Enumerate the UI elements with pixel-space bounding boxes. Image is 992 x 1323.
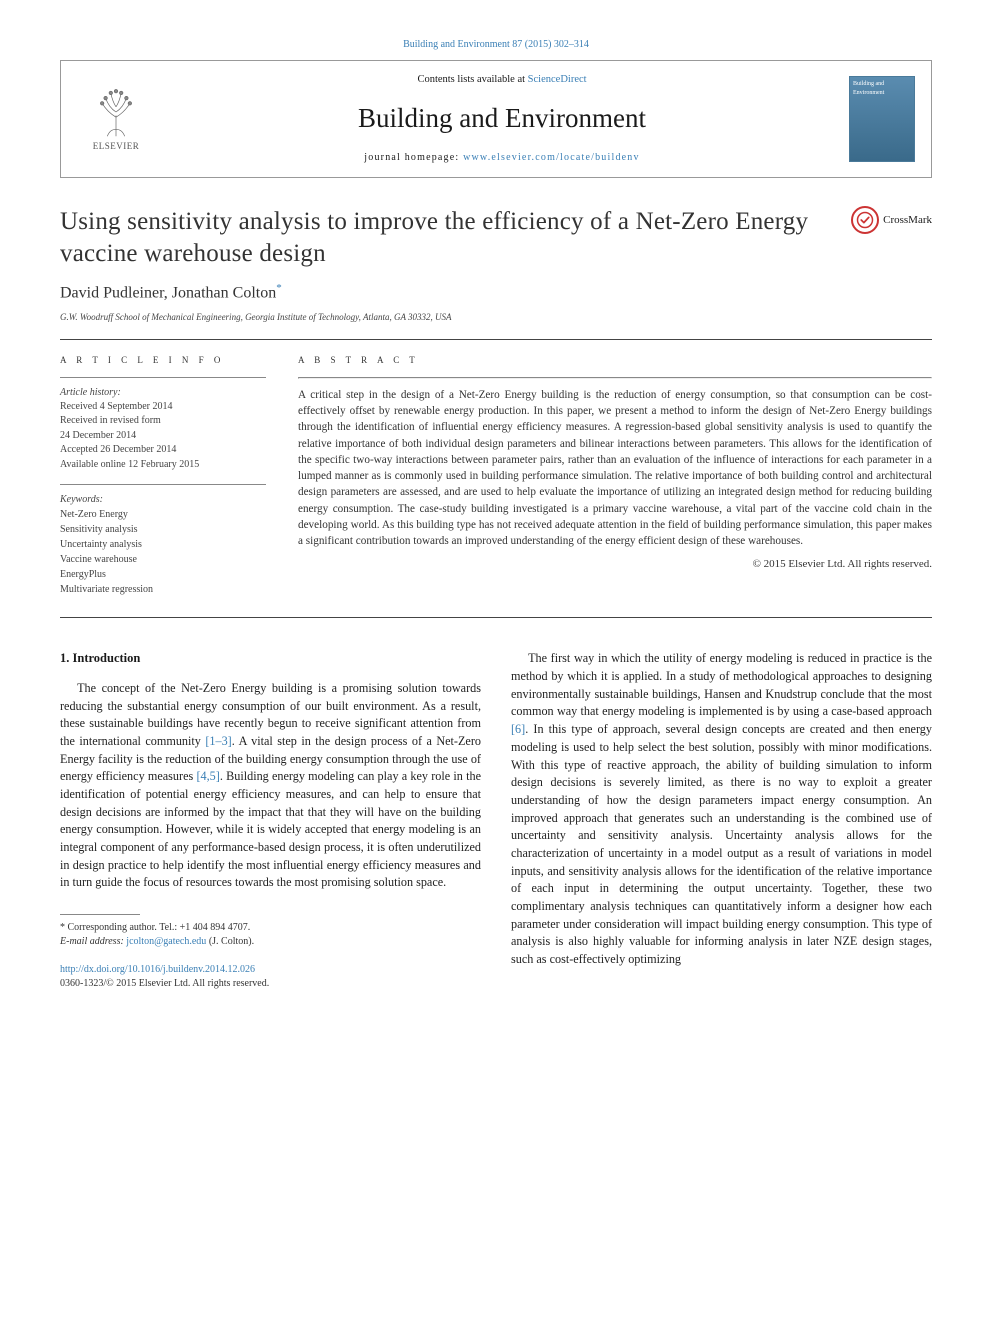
footnote-rule: [60, 914, 140, 915]
history-text: Received 4 September 2014 Received in re…: [60, 400, 266, 473]
contents-label: Contents lists available at: [417, 74, 527, 85]
p2b: . In this type of approach, several desi…: [511, 722, 932, 966]
doi-block: http://dx.doi.org/10.1016/j.buildenv.201…: [60, 963, 481, 991]
crossmark-label: CrossMark: [883, 213, 932, 228]
section-title: Introduction: [73, 651, 141, 665]
email-label: E-mail address:: [60, 936, 126, 947]
authors: David Pudleiner, Jonathan Colton: [60, 284, 276, 301]
doi-link[interactable]: http://dx.doi.org/10.1016/j.buildenv.201…: [60, 964, 255, 975]
ref-link-1-3[interactable]: [1–3]: [205, 734, 231, 748]
meta-row: A R T I C L E I N F O Article history: R…: [60, 354, 932, 597]
body-columns: 1. Introduction The concept of the Net-Z…: [60, 650, 932, 991]
title-row: Using sensitivity analysis to improve th…: [60, 206, 932, 269]
email-suffix: (J. Colton).: [206, 936, 254, 947]
journal-cover-thumbnail: Building and Environment: [849, 76, 915, 162]
journal-header: ELSEVIER Contents lists available at Sci…: [60, 60, 932, 178]
keywords-label: Keywords:: [60, 493, 266, 507]
rule-abstract: [298, 377, 932, 379]
article-info-block: A R T I C L E I N F O Article history: R…: [60, 354, 266, 597]
abstract-copyright: © 2015 Elsevier Ltd. All rights reserved…: [298, 557, 932, 572]
rule-keywords: [60, 484, 266, 485]
crossmark-icon: [851, 206, 879, 234]
corresponding-author-note: * Corresponding author. Tel.: +1 404 894…: [60, 921, 481, 935]
body-paragraph-2: The first way in which the utility of en…: [511, 650, 932, 968]
citation-line: Building and Environment 87 (2015) 302–3…: [60, 38, 932, 52]
keywords-list: Net-Zero Energy Sensitivity analysis Unc…: [60, 507, 266, 597]
publisher-name: ELSEVIER: [93, 140, 140, 153]
abstract-block: A B S T R A C T A critical step in the d…: [298, 354, 932, 597]
issn-copyright: 0360-1323/© 2015 Elsevier Ltd. All right…: [60, 977, 481, 991]
journal-name: Building and Environment: [171, 100, 833, 138]
homepage-label: journal homepage:: [364, 152, 463, 163]
body-column-left: 1. Introduction The concept of the Net-Z…: [60, 650, 481, 991]
affiliation: G.W. Woodruff School of Mechanical Engin…: [60, 311, 932, 324]
email-line: E-mail address: jcolton@gatech.edu (J. C…: [60, 935, 481, 949]
rule-info: [60, 377, 266, 378]
contents-line: Contents lists available at ScienceDirec…: [171, 73, 833, 88]
homepage-line: journal homepage: www.elsevier.com/locat…: [171, 151, 833, 165]
abstract-text: A critical step in the design of a Net-Z…: [298, 387, 932, 549]
page-container: Building and Environment 87 (2015) 302–3…: [0, 0, 992, 1021]
section-heading: 1. Introduction: [60, 650, 481, 668]
ref-link-4-5[interactable]: [4,5]: [196, 769, 219, 783]
sciencedirect-link[interactable]: ScienceDirect: [528, 74, 587, 85]
rule-body: [60, 617, 932, 618]
history-label: Article history:: [60, 386, 266, 400]
email-link[interactable]: jcolton@gatech.edu: [126, 936, 206, 947]
crossmark-badge[interactable]: CrossMark: [851, 206, 932, 234]
publisher-logo: ELSEVIER: [77, 76, 155, 162]
rule-top: [60, 339, 932, 340]
p1c: . Building energy modeling can play a ke…: [60, 769, 481, 889]
header-center: Contents lists available at ScienceDirec…: [171, 73, 833, 165]
abstract-label: A B S T R A C T: [298, 354, 932, 367]
corresponding-marker: *: [276, 282, 282, 294]
p2a: The first way in which the utility of en…: [511, 651, 932, 718]
ref-link-6[interactable]: [6]: [511, 722, 525, 736]
authors-line: David Pudleiner, Jonathan Colton*: [60, 281, 932, 305]
article-info-label: A R T I C L E I N F O: [60, 354, 266, 367]
elsevier-tree-icon: [90, 86, 142, 138]
article-title: Using sensitivity analysis to improve th…: [60, 206, 835, 269]
body-column-right: The first way in which the utility of en…: [511, 650, 932, 991]
homepage-link[interactable]: www.elsevier.com/locate/buildenv: [463, 152, 640, 163]
footnotes: * Corresponding author. Tel.: +1 404 894…: [60, 921, 481, 949]
section-number: 1.: [60, 651, 69, 665]
cover-text: Building and Environment: [853, 80, 911, 97]
body-paragraph-1: The concept of the Net-Zero Energy build…: [60, 680, 481, 892]
